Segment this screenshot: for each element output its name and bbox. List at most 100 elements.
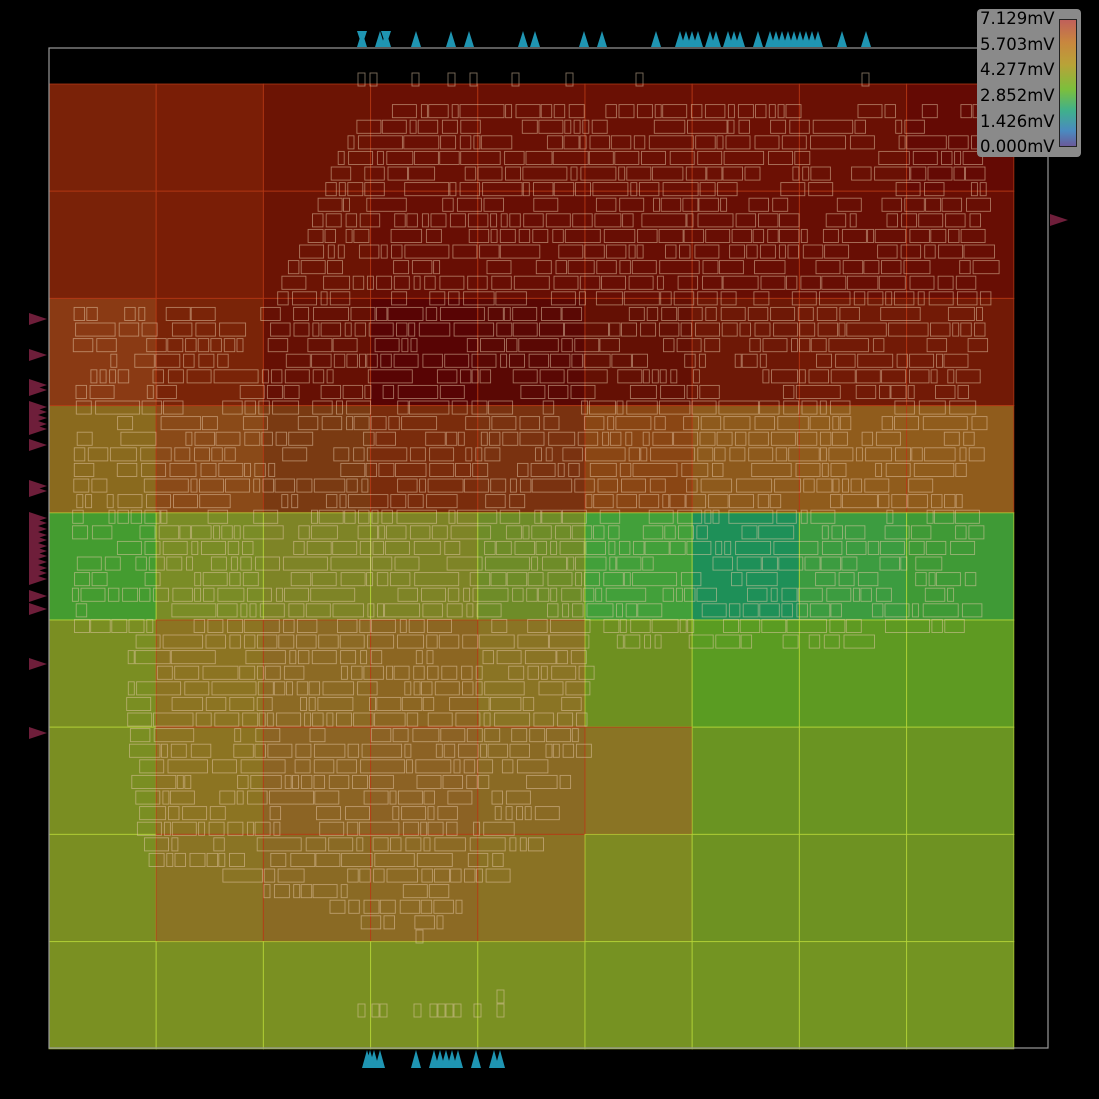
std-cell — [768, 150, 793, 165]
std-cell — [346, 821, 359, 836]
std-cell — [312, 369, 325, 384]
std-cell — [171, 837, 179, 852]
std-cell — [455, 462, 471, 477]
std-cell — [863, 260, 880, 275]
std-cell — [505, 525, 522, 540]
std-cell — [817, 322, 839, 337]
std-cell — [444, 353, 470, 368]
std-cell — [574, 338, 600, 353]
std-cell — [500, 353, 508, 368]
std-cell — [156, 384, 177, 399]
std-cell — [976, 306, 983, 321]
std-cell — [776, 509, 797, 524]
std-cell — [781, 587, 798, 602]
std-cell — [404, 182, 450, 197]
std-cell — [778, 228, 800, 243]
std-cell — [825, 213, 847, 228]
std-cell — [573, 119, 581, 134]
std-cell — [803, 478, 815, 493]
std-cell — [99, 369, 107, 384]
std-cell — [285, 353, 311, 368]
std-cell — [490, 572, 507, 587]
std-cell — [857, 104, 883, 119]
std-cell — [270, 369, 283, 384]
std-cell — [912, 150, 938, 165]
std-cell — [397, 478, 418, 493]
std-cell — [561, 509, 587, 524]
std-cell — [838, 572, 855, 587]
std-cell — [344, 509, 356, 524]
std-cell — [592, 182, 629, 197]
std-cell — [496, 650, 522, 665]
std-cell — [283, 384, 300, 399]
std-cell — [360, 650, 368, 665]
std-cell — [771, 369, 798, 384]
std-cell — [375, 306, 388, 321]
std-cell — [184, 681, 210, 696]
std-cell — [739, 322, 751, 337]
std-cell — [782, 634, 799, 649]
std-cell — [690, 104, 703, 119]
std-cell — [387, 166, 408, 181]
std-cell — [139, 525, 156, 540]
std-cell — [857, 572, 879, 587]
std-cell — [211, 447, 223, 462]
std-cell — [160, 509, 168, 524]
std-cell — [354, 322, 367, 337]
std-cell — [356, 837, 364, 852]
std-cell — [167, 369, 184, 384]
std-cell — [411, 260, 433, 275]
std-cell — [954, 509, 980, 524]
std-cell — [358, 244, 380, 259]
std-cell — [933, 509, 955, 524]
std-cell — [289, 650, 297, 665]
std-cell — [461, 665, 473, 680]
std-cell — [714, 447, 726, 462]
std-cell — [290, 572, 312, 587]
std-cell — [244, 431, 261, 446]
top-pin — [446, 31, 456, 47]
std-cell — [723, 618, 739, 633]
std-cell — [699, 384, 720, 399]
std-cell — [448, 291, 460, 306]
std-cell — [427, 806, 435, 821]
std-cell — [850, 478, 863, 493]
std-cell — [401, 806, 427, 821]
std-cell — [511, 728, 528, 743]
std-cell — [731, 572, 743, 587]
std-cell — [641, 150, 666, 165]
std-cell — [229, 852, 245, 867]
bottom-pin — [471, 1050, 481, 1068]
std-cell — [456, 509, 498, 524]
std-cell — [747, 306, 769, 321]
std-cell — [632, 462, 678, 477]
std-cell — [550, 587, 558, 602]
std-cell — [944, 494, 956, 509]
std-cell — [885, 462, 911, 477]
std-cell — [720, 197, 728, 212]
std-cell — [340, 884, 348, 899]
std-cell — [211, 681, 257, 696]
std-cell — [623, 291, 660, 306]
legend-label-min: 0.000mV — [980, 137, 1055, 156]
std-cell — [757, 494, 770, 509]
std-cell — [828, 447, 854, 462]
std-cell — [409, 447, 426, 462]
std-cell — [425, 306, 438, 321]
std-cell — [686, 213, 694, 228]
std-cell — [306, 540, 332, 555]
std-cell — [662, 182, 699, 197]
std-cell — [205, 634, 226, 649]
std-cell — [388, 416, 400, 431]
std-cell — [881, 197, 902, 212]
std-cell — [864, 478, 890, 493]
std-cell — [809, 603, 831, 618]
std-cell — [484, 540, 496, 555]
std-cell — [442, 774, 463, 789]
std-cell — [931, 618, 943, 633]
std-cell — [367, 369, 413, 384]
std-cell — [202, 572, 228, 587]
std-cell — [436, 369, 458, 384]
std-cell — [509, 213, 521, 228]
std-cell — [780, 182, 806, 197]
